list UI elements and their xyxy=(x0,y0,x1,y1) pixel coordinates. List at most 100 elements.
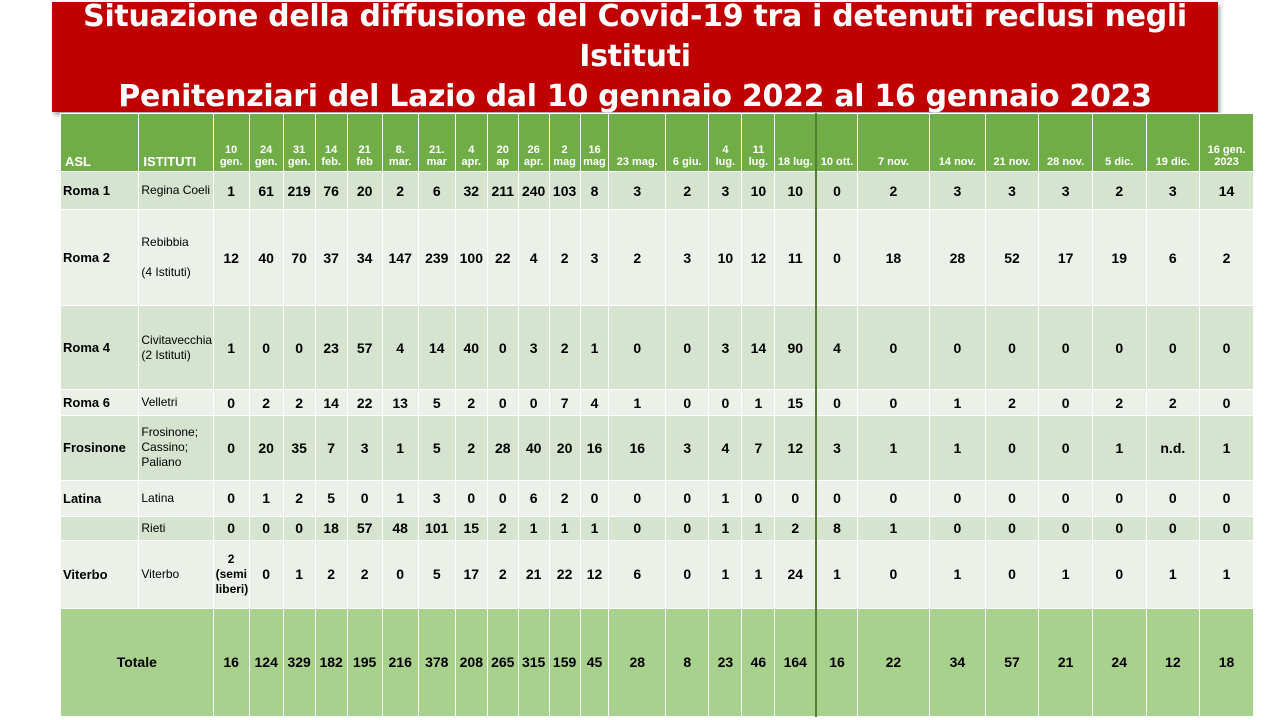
cell-value: 0 xyxy=(282,305,316,391)
cell-value: 4 xyxy=(517,209,550,307)
header-date: 16 mag xyxy=(579,113,610,172)
cell-value: 0 xyxy=(984,305,1040,391)
cell-value: 20 xyxy=(346,170,383,211)
total-value: 18 xyxy=(1199,607,1254,718)
cell-value: 6 xyxy=(417,170,456,211)
cell-value: 13 xyxy=(381,389,419,417)
cell-asl: Frosinone xyxy=(59,415,140,481)
cell-asl xyxy=(59,515,140,541)
cell-value: 0 xyxy=(1145,305,1201,391)
cell-value: 2 xyxy=(1091,389,1147,417)
cell-value: 0 xyxy=(1038,515,1093,541)
total-value: 182 xyxy=(314,607,348,718)
total-value: 28 xyxy=(608,607,667,718)
cell-value: 1 xyxy=(579,515,610,541)
cell-value: 3 xyxy=(929,170,986,211)
cell-value: 0 xyxy=(708,389,743,417)
cell-value: 6 xyxy=(517,479,550,517)
cell-value: 0 xyxy=(608,305,667,391)
total-value: 16 xyxy=(212,607,250,718)
cell-value: 5 xyxy=(314,479,348,517)
total-value: 34 xyxy=(929,607,986,718)
title-banner: Situazione della diffusione del Covid-19… xyxy=(52,0,1218,114)
cell-value: 1 xyxy=(1199,539,1254,609)
header-date: 26 apr. xyxy=(517,113,550,172)
total-value: 195 xyxy=(346,607,383,718)
cell-value: 1 xyxy=(212,305,250,391)
cell-value: 2 xyxy=(548,305,581,391)
cell-value: 2 xyxy=(314,539,348,609)
header-date: 5 dic. xyxy=(1091,113,1147,172)
table-row: Latina Latina 0 1 2 5 0 1 3 0 0 6 2 0 0 0 1 0 0 0 0 0 0 0 0 0 0 xyxy=(59,479,1254,517)
cell-asl: Viterbo xyxy=(59,539,140,609)
total-value: 265 xyxy=(486,607,519,718)
total-value: 21 xyxy=(1038,607,1093,718)
header-date: 14 nov. xyxy=(929,113,986,172)
cell-value: 147 xyxy=(381,209,419,307)
cell-value: 0 xyxy=(248,515,284,541)
header-date: 4 lug. xyxy=(708,113,743,172)
cell-value: 10 xyxy=(741,170,776,211)
cell-value: 0 xyxy=(282,515,316,541)
cell-value: 17 xyxy=(454,539,488,609)
data-table-container: ASL ISTITUTI 10 gen. 24 gen. 31 gen. 14 feb… xyxy=(59,113,1254,718)
cell-value: 3 xyxy=(346,415,383,481)
cell-value: 4 xyxy=(579,389,610,417)
cell-value: 1 xyxy=(856,515,931,541)
total-value: 208 xyxy=(454,607,488,718)
cell-value: 23 xyxy=(314,305,348,391)
table-row: Roma 2 Rebibbia (4 Istituti) 12 40 70 37 34 147… xyxy=(59,209,1254,307)
title-line-2: Penitenziari del Lazio dal 10 gennaio 20… xyxy=(118,79,1152,114)
cell-value: 0 xyxy=(984,479,1040,517)
cell-value: 0 xyxy=(665,389,710,417)
cell-asl: Roma 4 xyxy=(59,305,140,391)
header-date: 7 nov. xyxy=(856,113,931,172)
cell-value: 219 xyxy=(282,170,316,211)
cell-asl: Roma 1 xyxy=(59,170,140,211)
cell-value: 20 xyxy=(248,415,284,481)
cell-value: 1 xyxy=(579,305,610,391)
cell-value: 1 xyxy=(856,415,931,481)
cell-value: 0 xyxy=(1091,479,1147,517)
cell-value: 2 xyxy=(346,539,383,609)
cell-value: 0 xyxy=(665,539,710,609)
total-label: Totale xyxy=(60,607,214,718)
total-value: 45 xyxy=(579,607,610,718)
cell-value: 1 xyxy=(708,479,743,517)
total-value: 57 xyxy=(984,607,1040,718)
header-istituti: ISTITUTI xyxy=(138,113,214,172)
table-row: Roma 6 Velletri 0 2 2 14 22 13 5 2 0 0 7 4 1 0 0 1 15 0 0 1 2 0… xyxy=(59,389,1254,417)
header-date: 4 apr. xyxy=(454,113,488,172)
cell-value: 2 xyxy=(486,515,519,541)
cell-value: 4 xyxy=(381,305,419,391)
cell-value: 0 xyxy=(815,209,858,307)
cell-value: 1 xyxy=(929,389,986,417)
table-row: Roma 1 Regina Coeli 1 61 219 76 20 2 6 32 211 240 10… xyxy=(59,170,1254,211)
header-date: 21. mar xyxy=(417,113,456,172)
header-date: 8. mar. xyxy=(381,113,419,172)
cell-value: 10 xyxy=(774,170,818,211)
table-row: Rieti 0 0 0 18 57 48 101 15 2 1 1 1 0 0 1 1 2 8 1 0 0 0 0 0 0 xyxy=(59,515,1254,541)
cell-value: 1 xyxy=(929,539,986,609)
header-date: 31 gen. xyxy=(282,113,316,172)
cell-value: 0 xyxy=(1038,305,1093,391)
cell-value: 2 xyxy=(381,170,419,211)
cell-value: 3 xyxy=(417,479,456,517)
cell-value: 2 xyxy=(454,389,488,417)
total-value: 378 xyxy=(417,607,456,718)
cell-value: 24 xyxy=(774,539,818,609)
cell-value: 2 xyxy=(282,479,316,517)
header-date: 28 nov. xyxy=(1038,113,1093,172)
header-date: 20 ap xyxy=(486,113,519,172)
cell-value: 16 xyxy=(608,415,667,481)
page-title: Situazione della diffusione del Covid-19… xyxy=(52,0,1218,117)
cell-value: 2 xyxy=(248,389,284,417)
cell-value: 52 xyxy=(984,209,1040,307)
cell-value: 19 xyxy=(1091,209,1147,307)
cell-value: 0 xyxy=(929,479,986,517)
header-date: 14 feb. xyxy=(314,113,348,172)
cell-value: n.d. xyxy=(1145,415,1201,481)
cell-value: 0 xyxy=(815,389,858,417)
cell-value: 1 xyxy=(1038,539,1093,609)
total-value: 16 xyxy=(815,607,858,718)
